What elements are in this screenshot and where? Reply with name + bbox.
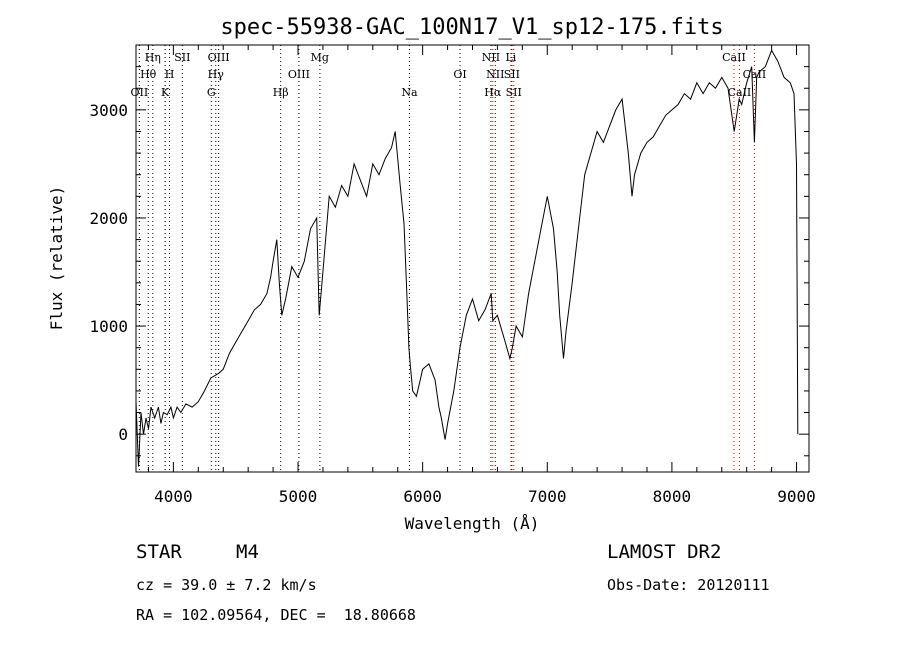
line-marker-label: G	[207, 86, 216, 99]
line-marker-label: NII	[486, 68, 504, 81]
line-marker-label: NII	[482, 51, 500, 64]
line-marker-label: OII	[131, 86, 149, 99]
obs-date-text: Obs-Date: 20120111	[607, 576, 770, 594]
line-marker-label: CaII	[722, 51, 746, 64]
plot-frame	[135, 44, 810, 473]
chart-title: spec-55938-GAC_100N17_V1_sp12-175.fits	[220, 15, 723, 40]
y-tick-label: 3000	[89, 101, 128, 120]
x-tick-label: 5000	[279, 487, 318, 506]
line-marker-label: SII	[174, 51, 190, 64]
line-marker-label: Hα	[484, 86, 502, 99]
y-axis: 0 1000 2000 3000	[89, 44, 809, 457]
y-tick-label: 2000	[89, 209, 128, 228]
line-marker-label: OIII	[208, 51, 230, 64]
line-marker-label: Hη	[145, 51, 161, 64]
line-markers	[138, 45, 755, 472]
line-marker-label: SII	[504, 68, 520, 81]
line-marker-label: Li	[505, 51, 516, 64]
line-marker-label: H	[165, 68, 175, 81]
spectrum-chart: spec-55938-GAC_100N17_V1_sp12-175.fits O…	[47, 15, 816, 533]
survey-name: LAMOST DR2	[607, 541, 722, 563]
y-axis-label: Flux (relative)	[47, 186, 66, 331]
spectrum-line	[135, 49, 799, 467]
redshift-text: cz = 39.0 ± 7.2 km/s	[136, 576, 317, 594]
line-marker-label: CaII	[728, 86, 752, 99]
line-marker-label: Na	[401, 86, 418, 99]
line-marker-label: CaII	[743, 68, 767, 81]
x-tick-label: 8000	[653, 487, 692, 506]
line-marker-label: SII	[506, 86, 522, 99]
x-tick-label: 9000	[777, 487, 816, 506]
line-marker-label: OI	[453, 68, 466, 81]
x-tick-label: 6000	[403, 487, 442, 506]
y-tick-label: 1000	[89, 317, 128, 336]
x-tick-label: 4000	[154, 487, 193, 506]
y-tick-label: 0	[118, 425, 128, 444]
object-subclass: M4	[236, 541, 259, 563]
line-marker-label: OIII	[288, 68, 310, 81]
x-axis: 4000 5000 6000 7000 8000 9000	[147, 45, 816, 506]
x-tick-label: 7000	[528, 487, 567, 506]
line-marker-label: Mg	[311, 51, 329, 64]
line-marker-label: Hθ	[140, 68, 157, 81]
line-marker-label: K	[161, 86, 170, 99]
object-class: STAR	[136, 541, 182, 563]
radec-text: RA = 102.09564, DEC = 18.80668	[136, 606, 416, 624]
x-axis-label: Wavelength (Å)	[405, 514, 540, 533]
line-marker-label: Hγ	[208, 68, 225, 81]
line-marker-label: Hβ	[273, 86, 289, 99]
